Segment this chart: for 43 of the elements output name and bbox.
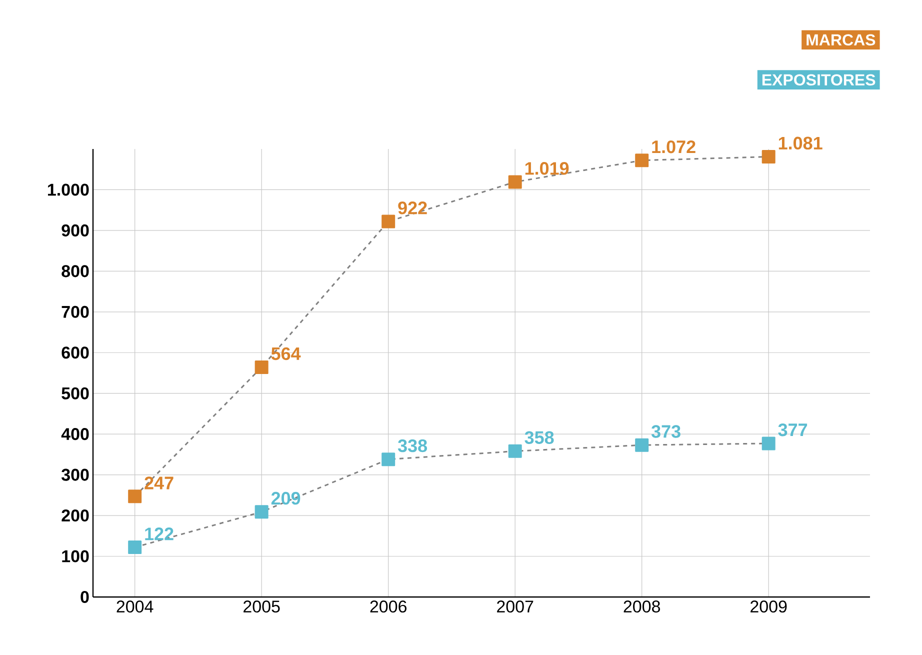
y-tick-label: 0 xyxy=(80,590,89,604)
x-tick-label: 2004 xyxy=(116,600,154,613)
data-label: 338 xyxy=(398,439,428,452)
data-label: 1.081 xyxy=(778,136,822,150)
point xyxy=(254,360,268,374)
point xyxy=(254,505,268,519)
text: MARCAS xyxy=(806,34,876,46)
data-label: 358 xyxy=(524,431,554,444)
text: EXPOSITORES xyxy=(762,74,876,86)
point xyxy=(128,540,142,554)
y-tick-label: 1.000 xyxy=(48,184,89,196)
point xyxy=(128,490,142,504)
point xyxy=(382,452,396,466)
y-tick-label: 200 xyxy=(62,510,89,522)
y-tick-label: 500 xyxy=(62,387,89,400)
point xyxy=(508,444,522,458)
data-label: 1.019 xyxy=(525,162,569,175)
data-label: 247 xyxy=(144,476,174,490)
x-tick-label: 2009 xyxy=(750,600,787,613)
point xyxy=(762,436,776,450)
y-tick-label: 700 xyxy=(62,306,89,318)
data-label: 373 xyxy=(651,425,680,438)
y-tick-label: 100 xyxy=(62,550,89,562)
point xyxy=(635,154,649,168)
data-label: 564 xyxy=(271,347,301,360)
data-label: 922 xyxy=(398,202,427,214)
point xyxy=(635,438,649,452)
point xyxy=(508,175,522,189)
y-tick-label: 900 xyxy=(62,224,89,236)
point xyxy=(382,214,396,228)
x-tick-label: 2008 xyxy=(624,600,660,613)
point xyxy=(762,150,776,164)
y-tick-label: 300 xyxy=(62,468,89,481)
data-label: 209 xyxy=(271,492,300,505)
data-label: 122 xyxy=(145,528,174,540)
data-label: 1.072 xyxy=(652,140,696,154)
y-tick-label: 600 xyxy=(62,346,89,359)
x-tick-label: 2006 xyxy=(370,600,406,613)
y-tick-label: 800 xyxy=(62,265,89,278)
x-tick-label: 2007 xyxy=(497,600,534,613)
data-label: 377 xyxy=(778,423,808,436)
y-tick-label: 400 xyxy=(61,428,89,440)
x-tick-label: 2005 xyxy=(244,600,280,613)
